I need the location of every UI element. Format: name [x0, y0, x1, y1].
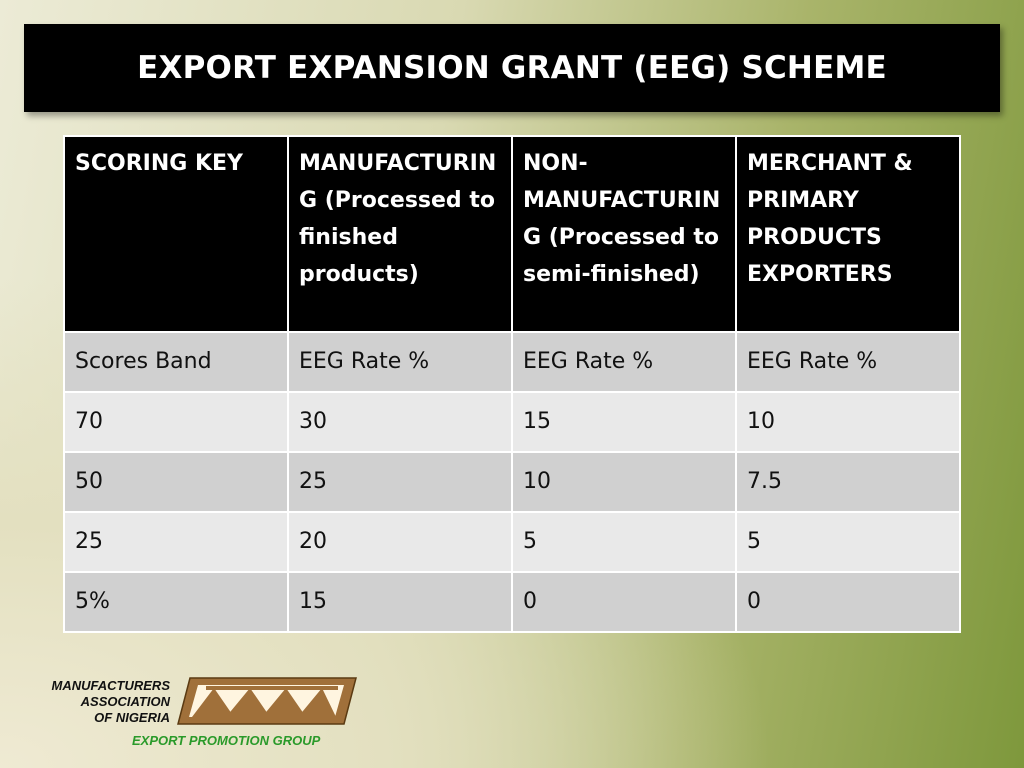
- export-promotion-group: EXPORT PROMOTION GROUP: [132, 733, 321, 748]
- table-row: 25 20 5 5: [63, 511, 961, 573]
- table-cell: 5%: [63, 571, 289, 633]
- table-cell: 50: [63, 451, 289, 513]
- table-cell: 10: [735, 391, 961, 453]
- table-cell: EEG Rate %: [735, 331, 961, 393]
- table-header-row: SCORING KEY MANUFACTURING (Processed to …: [63, 135, 961, 333]
- table-cell: 70: [63, 391, 289, 453]
- table-cell: 10: [511, 451, 737, 513]
- table-cell: 0: [735, 571, 961, 633]
- org-name-line: OF NIGERIA: [94, 710, 170, 725]
- table-cell: 25: [63, 511, 289, 573]
- table-cell: 5: [511, 511, 737, 573]
- table-cell: 15: [287, 571, 513, 633]
- table-cell: 30: [287, 391, 513, 453]
- header-non-manufacturing: NON-MANUFACTURING (Processed to semi-fin…: [511, 135, 737, 333]
- org-name-line: MANUFACTURERS: [51, 678, 170, 693]
- table-cell: EEG Rate %: [287, 331, 513, 393]
- table-row: Scores Band EEG Rate % EEG Rate % EEG Ra…: [63, 331, 961, 393]
- table-row: 5% 15 0 0: [63, 571, 961, 633]
- title-bar: EXPORT EXPANSION GRANT (EEG) SCHEME: [24, 24, 1000, 112]
- table-cell: 0: [511, 571, 737, 633]
- org-name: MANUFACTURERS ASSOCIATION OF NIGERIA: [10, 678, 170, 726]
- table-cell: 20: [287, 511, 513, 573]
- header-merchant-primary: MERCHANT & PRIMARY PRODUCTS EXPORTERS: [735, 135, 961, 333]
- header-manufacturing: MANUFACTURING (Processed to finished pro…: [287, 135, 513, 333]
- table-cell: 25: [287, 451, 513, 513]
- header-scoring-key: SCORING KEY: [63, 135, 289, 333]
- table-row: 50 25 10 7.5: [63, 451, 961, 513]
- table-cell: 7.5: [735, 451, 961, 513]
- footer-logo: MANUFACTURERS ASSOCIATION OF NIGERIA EXP…: [30, 672, 370, 756]
- table-cell: 5: [735, 511, 961, 573]
- table-row: 70 30 15 10: [63, 391, 961, 453]
- table-cell: Scores Band: [63, 331, 289, 393]
- man-logo-icon: [177, 677, 357, 725]
- slide-title: EXPORT EXPANSION GRANT (EEG) SCHEME: [137, 50, 887, 86]
- table-cell: 15: [511, 391, 737, 453]
- org-name-line: ASSOCIATION: [80, 694, 170, 709]
- eeg-rate-table: SCORING KEY MANUFACTURING (Processed to …: [63, 135, 961, 633]
- table-cell: EEG Rate %: [511, 331, 737, 393]
